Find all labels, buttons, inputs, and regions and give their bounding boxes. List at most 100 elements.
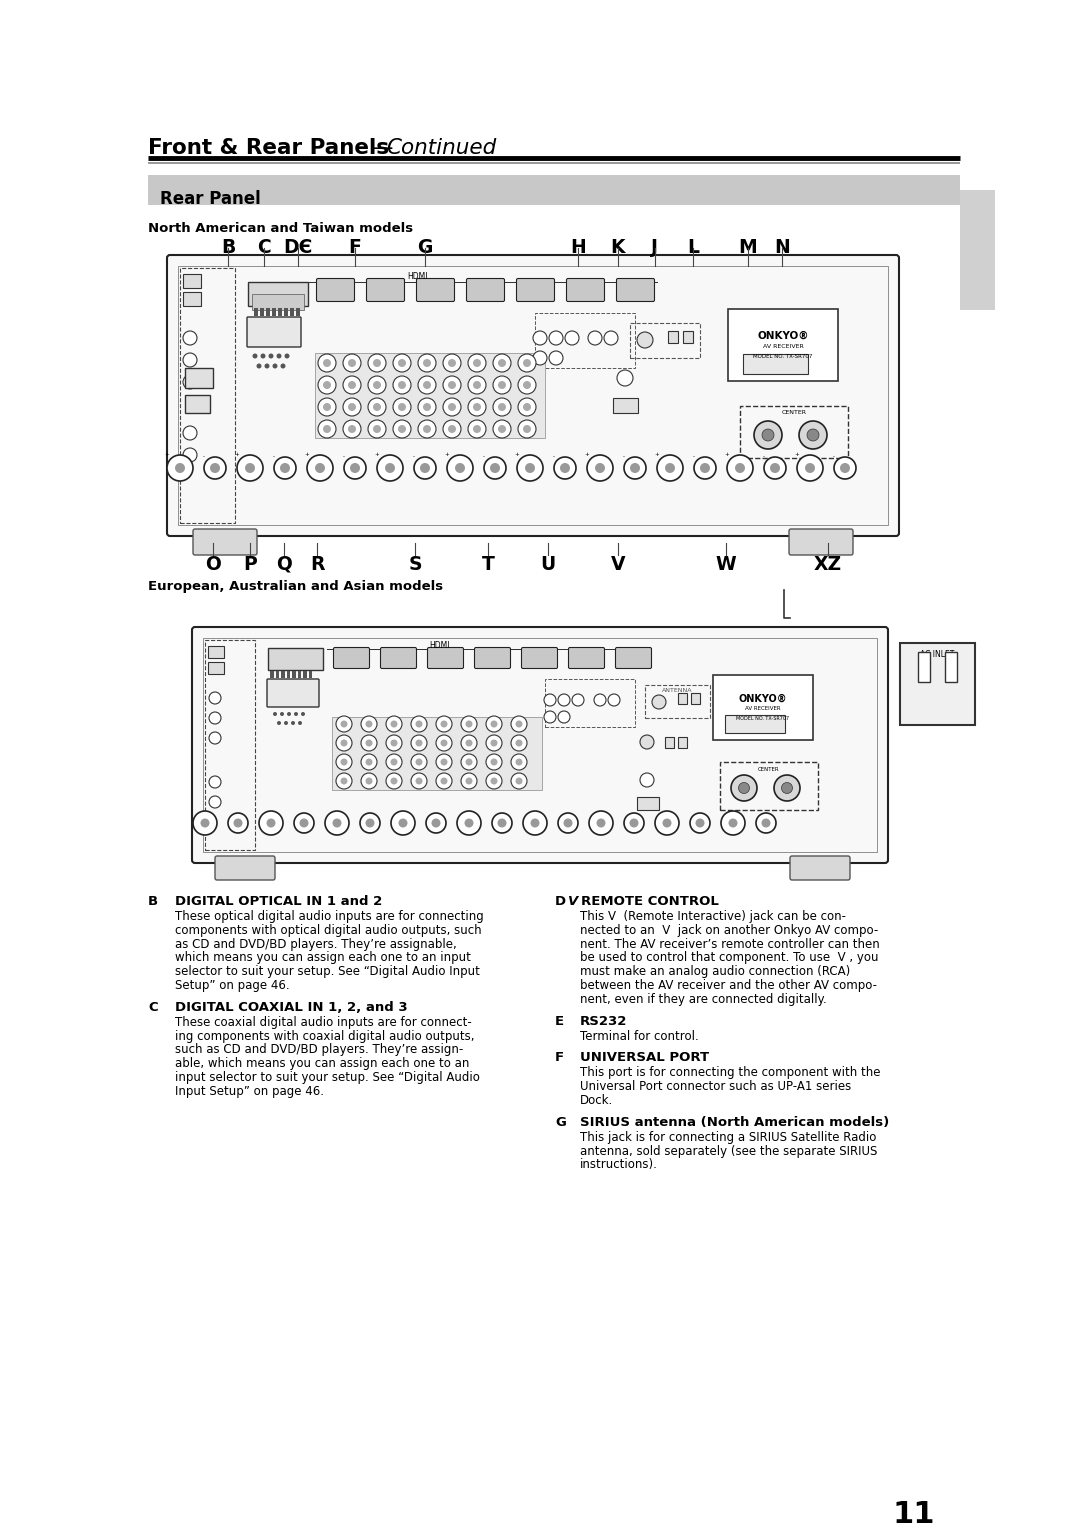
Circle shape [588,455,613,481]
Circle shape [423,425,431,432]
Text: DЄ: DЄ [283,238,313,257]
Text: +: + [234,452,240,457]
Circle shape [399,380,406,390]
Circle shape [523,359,531,367]
FancyBboxPatch shape [567,278,605,301]
Circle shape [325,811,349,834]
Circle shape [393,376,411,394]
Bar [148,176,960,205]
Circle shape [257,364,261,368]
Bar [332,717,542,790]
Text: DIGITAL COAXIAL IN 1, 2, and 3: DIGITAL COAXIAL IN 1, 2, and 3 [175,1001,407,1013]
Circle shape [260,353,266,359]
Bar [185,368,213,388]
Circle shape [210,796,221,808]
Text: be used to control that component. To use  V , you: be used to control that component. To us… [580,952,878,964]
Text: This jack is for connecting a SIRIUS Satellite Radio: This jack is for connecting a SIRIUS Sat… [580,1131,876,1144]
Bar [208,662,224,674]
Circle shape [654,811,679,834]
Text: Front & Rear Panels: Front & Rear Panels [148,138,389,157]
Circle shape [348,425,356,432]
Circle shape [465,740,473,747]
Circle shape [511,773,527,788]
Circle shape [464,819,473,828]
Text: which means you can assign each one to an input: which means you can assign each one to a… [175,952,471,964]
Circle shape [167,455,193,481]
Circle shape [423,403,431,411]
Bar [266,309,270,316]
FancyBboxPatch shape [267,678,319,707]
Circle shape [368,376,386,394]
Circle shape [473,380,481,390]
Text: nent. The AV receiver’s remote controller can then: nent. The AV receiver’s remote controlle… [580,938,880,950]
Circle shape [348,359,356,367]
Circle shape [762,429,774,442]
Circle shape [280,463,291,474]
Bar [613,397,638,413]
Text: selector to suit your setup. See “Digital Audio Input: selector to suit your setup. See “Digita… [175,966,480,978]
Text: V: V [611,555,625,575]
Text: SIRIUS antenna (North American models): SIRIUS antenna (North American models) [580,1115,889,1129]
Circle shape [373,359,381,367]
Circle shape [276,353,282,359]
Circle shape [175,463,185,474]
FancyBboxPatch shape [616,648,651,669]
Text: O: O [205,555,221,575]
Text: K: K [611,238,625,257]
Circle shape [373,425,381,432]
Circle shape [183,374,197,390]
Text: W: W [716,555,737,575]
Text: ONKYO®: ONKYO® [757,332,809,341]
Circle shape [492,397,511,416]
Bar [678,694,687,704]
Circle shape [343,420,361,439]
Circle shape [523,403,531,411]
Circle shape [411,753,427,770]
Circle shape [436,773,453,788]
Circle shape [414,457,436,478]
Text: nent, even if they are connected digitally.: nent, even if they are connected digital… [580,993,827,1005]
Circle shape [490,463,500,474]
Text: U: U [540,555,555,575]
Circle shape [281,364,285,368]
Circle shape [365,758,373,766]
Circle shape [360,813,380,833]
Text: AC INLET: AC INLET [920,649,955,659]
Circle shape [280,712,284,717]
Circle shape [399,359,406,367]
Text: UNIVERSAL PORT: UNIVERSAL PORT [580,1051,710,1065]
Circle shape [272,364,278,368]
Bar [260,309,264,316]
Circle shape [729,819,738,828]
Text: Continued: Continued [386,138,496,157]
Circle shape [391,721,397,727]
Circle shape [700,463,710,474]
Circle shape [498,380,507,390]
Circle shape [294,712,298,717]
Circle shape [441,758,447,766]
Circle shape [377,455,403,481]
Circle shape [624,457,646,478]
Circle shape [455,463,465,474]
Circle shape [640,735,654,749]
Text: MODEL NO. TX-SR707: MODEL NO. TX-SR707 [754,354,812,359]
Circle shape [436,717,453,732]
Circle shape [307,455,333,481]
Circle shape [386,735,402,750]
Circle shape [323,425,330,432]
Circle shape [287,712,291,717]
Circle shape [595,463,605,474]
Circle shape [690,813,710,833]
Text: This V  (Remote Interactive) jack can be con-: This V (Remote Interactive) jack can be … [580,911,846,923]
Circle shape [518,376,536,394]
Bar [545,678,635,727]
FancyBboxPatch shape [316,278,354,301]
Circle shape [770,463,780,474]
Text: +: + [584,452,590,457]
Circle shape [291,721,295,724]
Circle shape [448,403,456,411]
Text: as CD and DVD/BD players. They’re assignable,: as CD and DVD/BD players. They’re assign… [175,938,457,950]
Text: -: - [343,454,345,458]
Text: AV RECEIVER: AV RECEIVER [762,344,804,348]
Bar [291,309,294,316]
